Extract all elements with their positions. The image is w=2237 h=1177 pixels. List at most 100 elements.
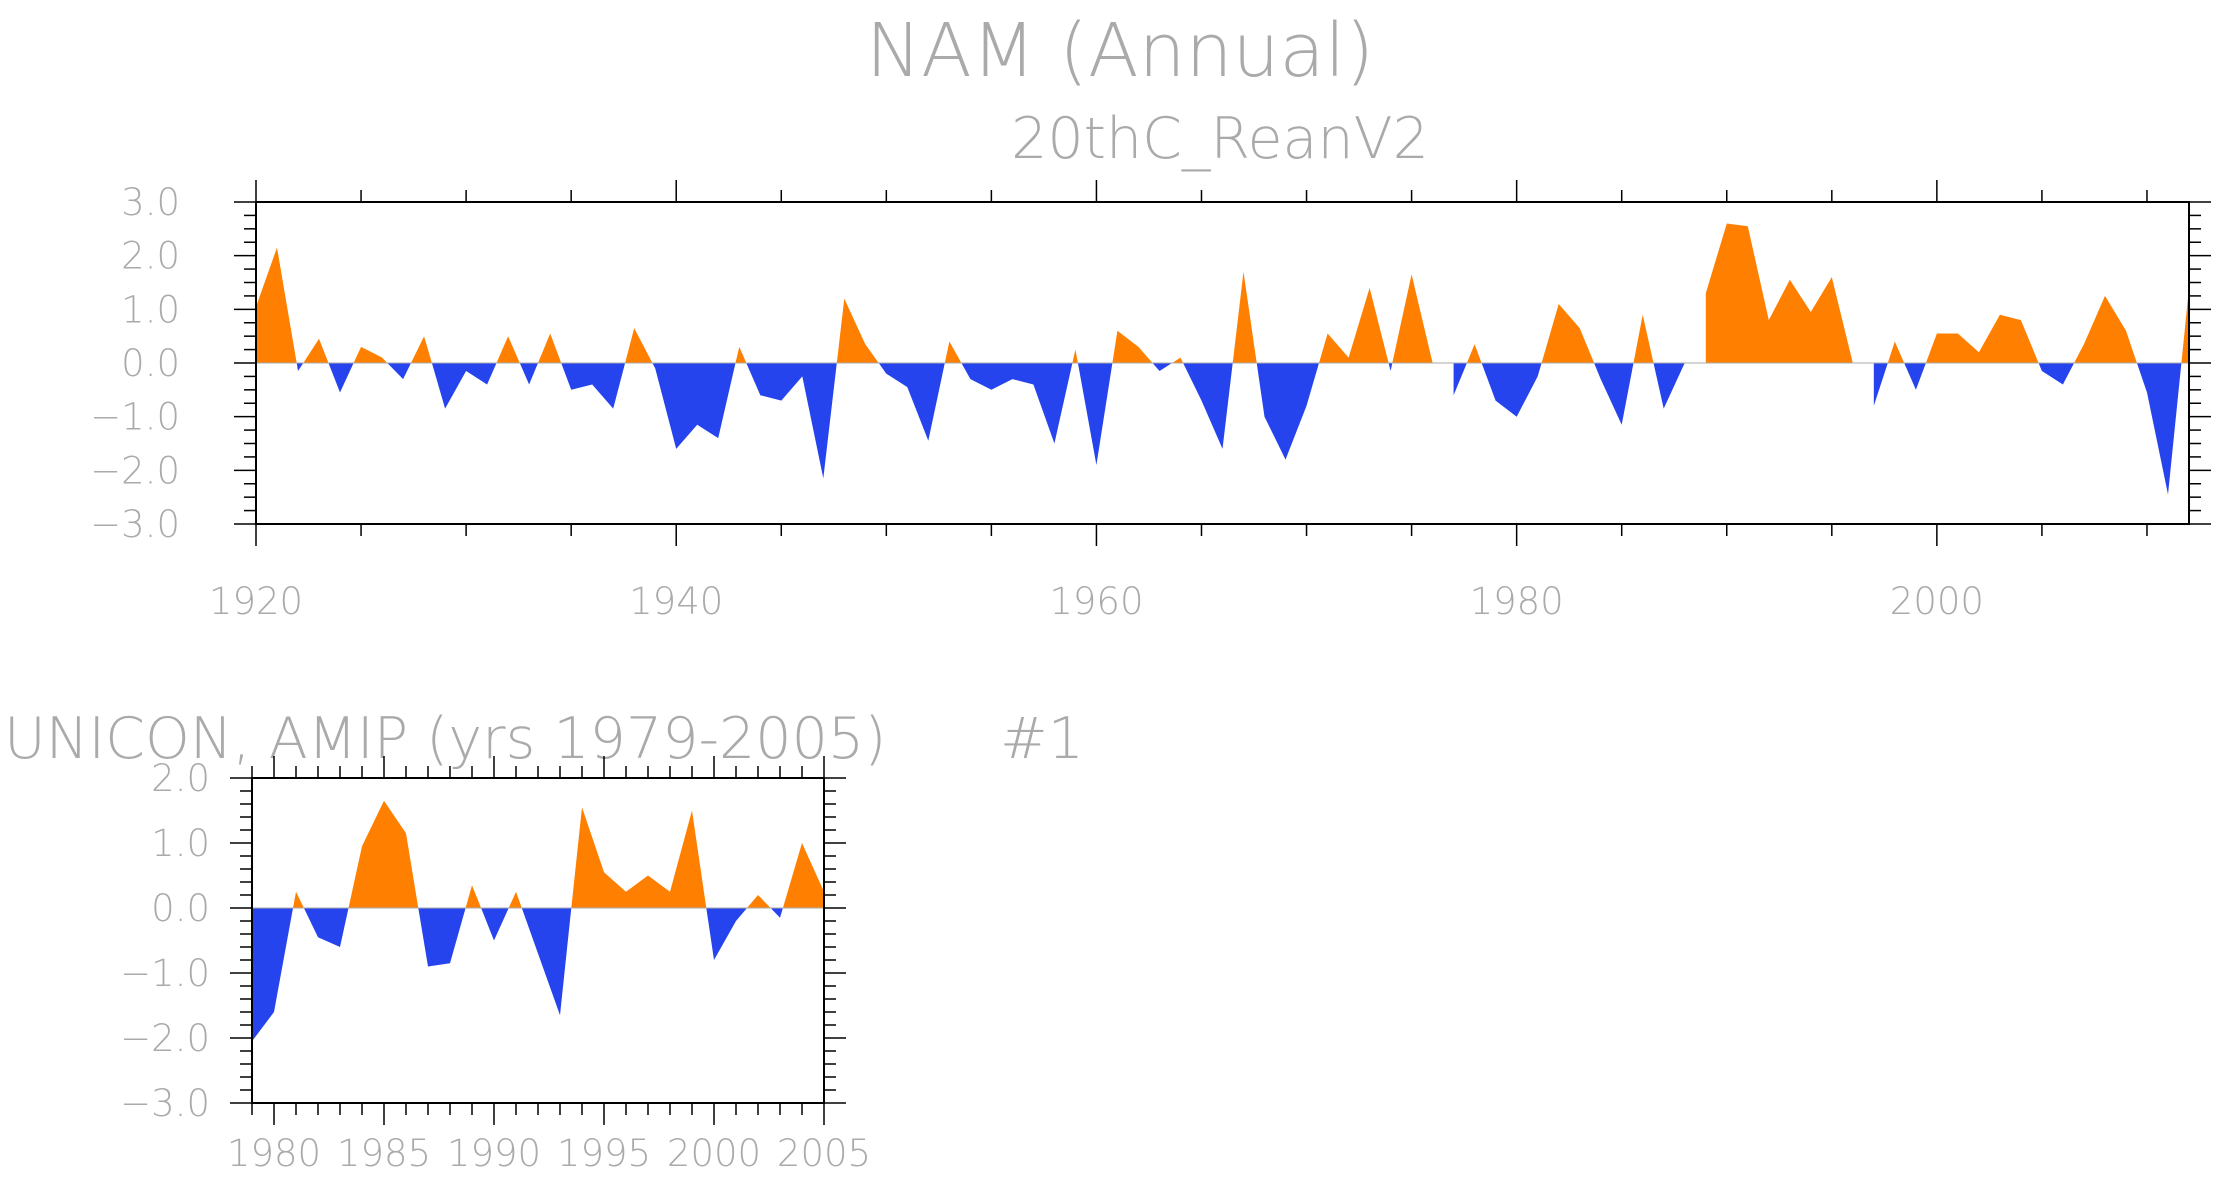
negative-area-7 — [746, 363, 837, 479]
figure-title: NAM (Annual) — [866, 8, 1374, 94]
y-tick-label: 2.0 — [151, 757, 210, 800]
y-tick-label: 3.0 — [121, 181, 180, 224]
positive-area-10 — [1072, 349, 1078, 363]
positive-area-14 — [1319, 287, 1389, 363]
negative-area-16 — [1481, 363, 1542, 417]
y-tick-label: −2.0 — [120, 1017, 210, 1060]
positive-area-3 — [508, 891, 522, 908]
negative-area-3 — [481, 908, 509, 941]
y-tick-label: −3.0 — [90, 503, 180, 546]
negative-area-15 — [1453, 363, 1467, 396]
plot-frame — [251, 777, 825, 1104]
negative-area-10 — [1077, 363, 1113, 465]
positive-area-4 — [571, 807, 707, 908]
positive-area-0 — [293, 891, 304, 908]
negative-area-12 — [1183, 363, 1233, 449]
negative-area-9 — [961, 363, 1073, 444]
negative-area-0 — [252, 908, 293, 1042]
negative-area-4 — [519, 363, 538, 385]
negative-area-3 — [431, 363, 497, 409]
area-series — [256, 223, 2189, 495]
area-series — [252, 800, 824, 1042]
panel-20thc-reanv2: 20thC_ReanV2 3.0 2.0 1.0 0.0 −1.0 −2.0 −3.0 192… — [90, 106, 2211, 623]
panel-title: UNICON, AMIP (yrs 1979-2005) — [4, 706, 886, 772]
y-tick-label: 2.0 — [121, 235, 180, 278]
x-tick-label: 2000 — [667, 1132, 761, 1175]
y-tick-label: 0.0 — [151, 887, 210, 930]
x-tick-label: 1960 — [1049, 580, 1143, 623]
x-tick-label: 1980 — [1470, 580, 1564, 623]
negative-area-17 — [1594, 363, 1634, 425]
positive-area-23 — [2181, 287, 2189, 363]
negative-area-0 — [296, 363, 304, 371]
negative-area-22 — [2136, 363, 2182, 495]
negative-area-2 — [418, 908, 466, 967]
x-tick-label: 2000 — [1890, 580, 1984, 623]
x-tick-label: 1995 — [557, 1132, 651, 1175]
positive-area-5 — [538, 333, 562, 363]
plot-frame — [255, 201, 2190, 525]
positive-area-3 — [411, 336, 432, 363]
negative-area-20 — [1904, 363, 1926, 390]
negative-area-21 — [2038, 363, 2075, 385]
x-tick-label: 1920 — [209, 580, 303, 623]
tick-labels: 2.0 1.0 0.0 −1.0 −2.0 −3.0 1980 1985 1990 1995 200… — [120, 757, 871, 1175]
negative-area-5 — [706, 908, 747, 960]
negative-area-8 — [878, 363, 945, 441]
x-tick-label: 1990 — [447, 1132, 541, 1175]
positive-area-2 — [465, 885, 482, 908]
panel-unicon-amip: UNICON, AMIP (yrs 1979-2005) #1 2.0 1.0 0.… — [4, 706, 1084, 1175]
x-tick-label: 1980 — [227, 1132, 321, 1175]
y-tick-label: 1.0 — [121, 288, 180, 331]
positive-area-21 — [1925, 314, 2039, 363]
y-tick-label: −1.0 — [90, 396, 180, 439]
positive-area-5 — [747, 895, 771, 908]
positive-area-19 — [1705, 223, 1853, 363]
y-tick-label: −1.0 — [120, 952, 210, 995]
positive-area-22 — [2074, 295, 2137, 363]
positive-area-1 — [348, 800, 419, 908]
negative-area-19 — [1873, 363, 1888, 406]
negative-area-4 — [521, 908, 572, 1016]
panel-number: #1 — [1000, 706, 1084, 772]
positive-area-4 — [496, 336, 520, 363]
negative-area-1 — [328, 363, 354, 393]
positive-area-7 — [735, 346, 747, 363]
x-tick-label: 2005 — [777, 1132, 871, 1175]
positive-area-2 — [353, 346, 388, 363]
positive-area-18 — [1633, 314, 1654, 363]
x-tick-label: 1985 — [337, 1132, 431, 1175]
positive-area-1 — [303, 338, 329, 363]
positive-area-16 — [1466, 344, 1482, 363]
negative-area-18 — [1653, 363, 1685, 409]
negative-area-2 — [387, 363, 411, 380]
negative-area-6 — [770, 908, 783, 918]
negative-area-1 — [303, 908, 349, 947]
negative-area-11 — [1152, 363, 1173, 371]
negative-area-6 — [652, 363, 736, 449]
x-tick-label: 1940 — [629, 580, 723, 623]
y-tick-label: −2.0 — [90, 449, 180, 492]
panel-title: 20thC_ReanV2 — [1011, 106, 1429, 172]
positive-area-6 — [782, 843, 824, 908]
y-tick-label: 0.0 — [121, 342, 180, 385]
positive-area-9 — [944, 341, 962, 363]
y-tick-label: 1.0 — [151, 822, 210, 865]
negative-area-5 — [561, 363, 626, 409]
y-tick-label: −3.0 — [120, 1082, 210, 1125]
positive-area-11 — [1112, 330, 1153, 363]
axes — [234, 180, 2211, 546]
positive-area-0 — [256, 247, 297, 363]
positive-area-8 — [836, 298, 879, 363]
positive-area-20 — [1887, 341, 1905, 363]
tick-labels: 3.0 2.0 1.0 0.0 −1.0 −2.0 −3.0 1920 1940 1960 1980… — [90, 181, 1984, 623]
axes — [230, 756, 846, 1125]
positive-area-17 — [1541, 304, 1595, 363]
positive-area-15 — [1392, 274, 1433, 363]
positive-area-6 — [625, 328, 653, 363]
positive-area-13 — [1232, 271, 1257, 363]
negative-area-14 — [1388, 363, 1393, 371]
positive-area-12 — [1172, 357, 1184, 363]
negative-area-13 — [1256, 363, 1319, 460]
